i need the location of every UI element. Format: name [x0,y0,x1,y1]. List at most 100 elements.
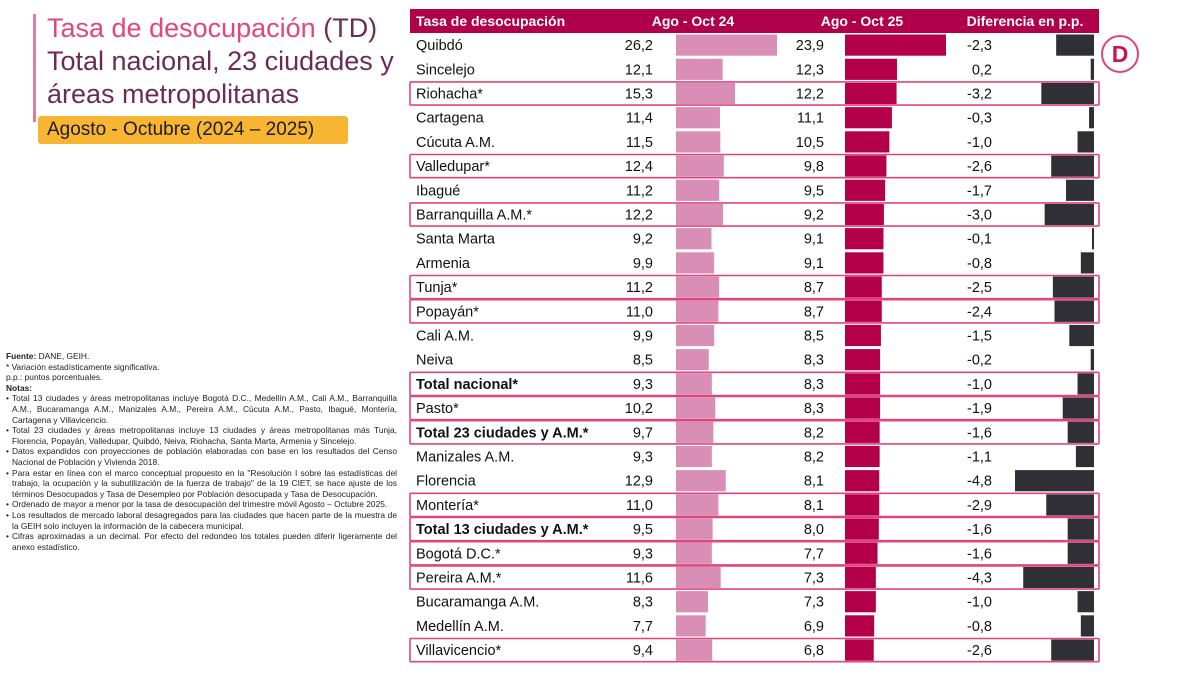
value-2024: 9,9 [633,329,653,345]
bar-2025 [845,615,875,637]
value-diff: -0,1 [967,232,992,248]
value-2024: 9,3 [633,450,653,466]
row-name: Manizales A.M. [416,450,514,466]
value-2024: 9,4 [633,643,653,659]
value-diff: -2,5 [967,280,992,296]
bar-2025 [845,58,897,80]
bar-diff [1046,494,1094,516]
value-2024: 7,7 [633,619,653,635]
value-diff: -0,8 [967,619,992,635]
bar-diff [1090,58,1094,80]
bar-2024 [676,228,712,250]
bar-2024 [676,324,715,347]
source-label: Fuente: [6,351,37,361]
bar-2025 [845,82,897,105]
value-2025: 7,7 [804,546,824,562]
bar-2024 [676,591,708,613]
row-name: Medellín A.M. [416,619,504,635]
value-diff: -1,6 [967,425,992,441]
bar-diff [1023,566,1094,589]
value-2025: 8,3 [804,401,824,417]
value-diff: -1,6 [967,546,992,562]
value-2025: 8,2 [804,425,824,441]
bar-2025 [845,203,884,226]
value-2025: 8,1 [804,474,824,490]
value-2025: 8,5 [804,329,824,345]
bar-2024 [676,349,709,371]
bar-2025 [845,131,890,153]
value-2025: 8,2 [804,450,824,466]
row-highlight [409,565,1100,590]
row-highlight [409,274,1100,300]
row-highlight [409,516,1100,542]
row-name: Total nacional* [416,377,518,393]
bar-2024 [676,470,726,492]
table-header-bg [410,9,1099,33]
column-header: Diferencia en p.p. [967,13,1084,29]
bar-diff [1041,82,1094,105]
value-2024: 11,6 [626,571,653,587]
value-diff: -2,6 [967,643,992,659]
bar-2025 [845,107,892,129]
bar-2025 [845,228,884,250]
note-item: Ordenado de mayor a menor por la tasa de… [6,499,397,510]
value-2024: 26,2 [625,38,653,54]
bar-diff [1075,445,1094,468]
bar-diff [1067,542,1094,564]
value-diff: -1,6 [967,522,992,538]
bar-2025 [845,421,880,443]
value-2024: 11,5 [626,135,653,151]
bar-2024 [676,566,721,589]
value-2025: 12,3 [796,62,824,78]
value-2024: 10,2 [625,401,653,417]
row-name: Cali A.M. [416,329,474,345]
value-2024: 12,4 [625,159,653,175]
value-2025: 8,1 [804,498,824,514]
value-diff: -1,0 [967,377,992,393]
bar-2025 [845,639,874,661]
bar-2025 [845,518,879,540]
row-name: Valledupar* [416,159,490,175]
value-2025: 10,5 [796,135,824,151]
value-2024: 9,3 [633,546,653,562]
bar-2024 [676,82,735,105]
bar-diff [1092,228,1094,250]
row-name: Pereira A.M.* [416,571,502,587]
value-diff: -4,3 [967,571,992,587]
value-diff: -1,7 [967,183,992,199]
value-2024: 8,3 [633,595,653,611]
row-highlight [409,202,1100,227]
note-item: Los resultados de mercado laboral desagr… [6,510,397,531]
row-highlight [409,395,1100,421]
value-2024: 12,2 [625,208,653,224]
bar-2024 [676,179,720,201]
bar-diff [1080,615,1094,637]
value-2025: 9,8 [804,159,824,175]
bar-diff [1069,324,1094,347]
bar-diff [1067,518,1094,540]
row-name: Villavicencio* [416,643,502,659]
value-2025: 8,3 [804,353,824,369]
value-2025: 7,3 [804,571,824,587]
bar-2025 [845,566,876,589]
value-2025: 6,9 [804,619,824,635]
value-2025: 7,3 [804,595,824,611]
bar-2024 [676,203,724,226]
bar-2024 [676,34,777,56]
note-item: Total 13 ciudades y áreas metropolitanas… [6,393,397,425]
pp-note: p.p.: puntos porcentuales. [6,372,103,383]
row-name: Cartagena [416,111,485,127]
bar-2024 [676,445,712,468]
row-name: Sincelejo [416,62,475,78]
bar-2025 [845,494,880,516]
value-diff: -2,3 [967,38,992,54]
row-name: Bucaramanga A.M. [416,595,539,611]
bar-diff [1077,591,1094,613]
page-title: Tasa de desocupación (TD) Total nacional… [47,12,394,111]
row-name: Neiva [416,353,454,369]
bar-2025 [845,349,881,371]
note-item: Para estar en línea con el marco concept… [6,468,397,500]
value-2025: 6,8 [804,643,824,659]
title-line2: Total nacional, 23 ciudades y [47,46,394,76]
